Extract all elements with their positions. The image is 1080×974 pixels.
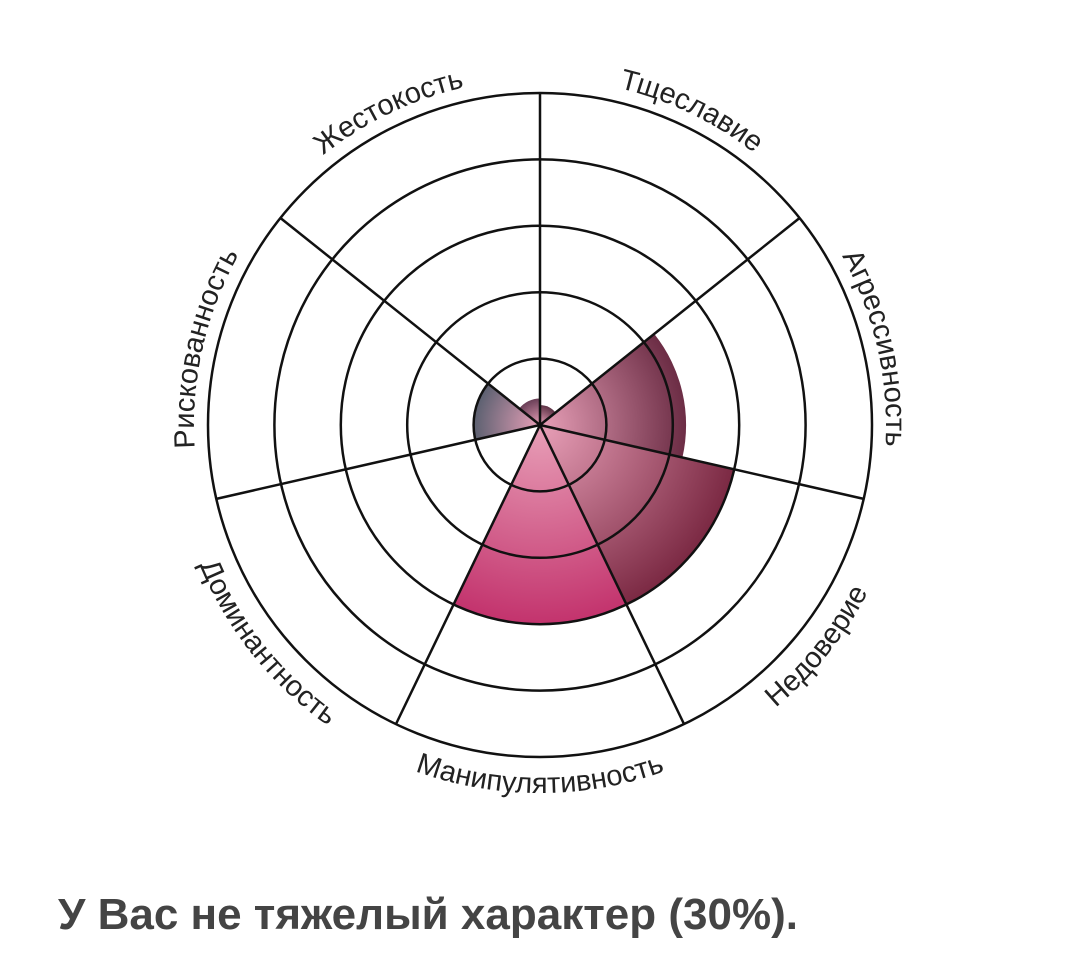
sector [519, 398, 540, 425]
category-label: Доминантность [193, 555, 343, 732]
sector [453, 425, 627, 625]
category-label-path: Агрессивность [836, 244, 911, 447]
sector [473, 383, 540, 440]
spoke [538, 424, 686, 725]
category-label-path: Манипулятивность [413, 748, 668, 801]
category-label: Недоверие [759, 580, 874, 713]
caption: У Вас не тяжелый характер (30%). [58, 890, 798, 939]
category-label: Манипулятивность [413, 748, 668, 801]
sector [540, 333, 687, 458]
category-label-path: Тщеславие [617, 64, 769, 159]
category-label-path: Недоверие [759, 580, 874, 713]
chart: Тщеславие Агрессивность Недоверие Манипулят… [169, 63, 911, 801]
category-label: Тщеславие [617, 64, 769, 159]
category-label-path: Жестокость [308, 63, 466, 161]
category-label-path: Доминантность [193, 555, 343, 732]
category-label: Жестокость [308, 63, 466, 161]
spoke [539, 423, 864, 501]
spoke [394, 424, 542, 725]
category-label: Агрессивность [836, 244, 911, 447]
spoke [539, 217, 801, 426]
spoke [216, 423, 541, 501]
sector [540, 405, 556, 425]
spoke [279, 217, 541, 426]
